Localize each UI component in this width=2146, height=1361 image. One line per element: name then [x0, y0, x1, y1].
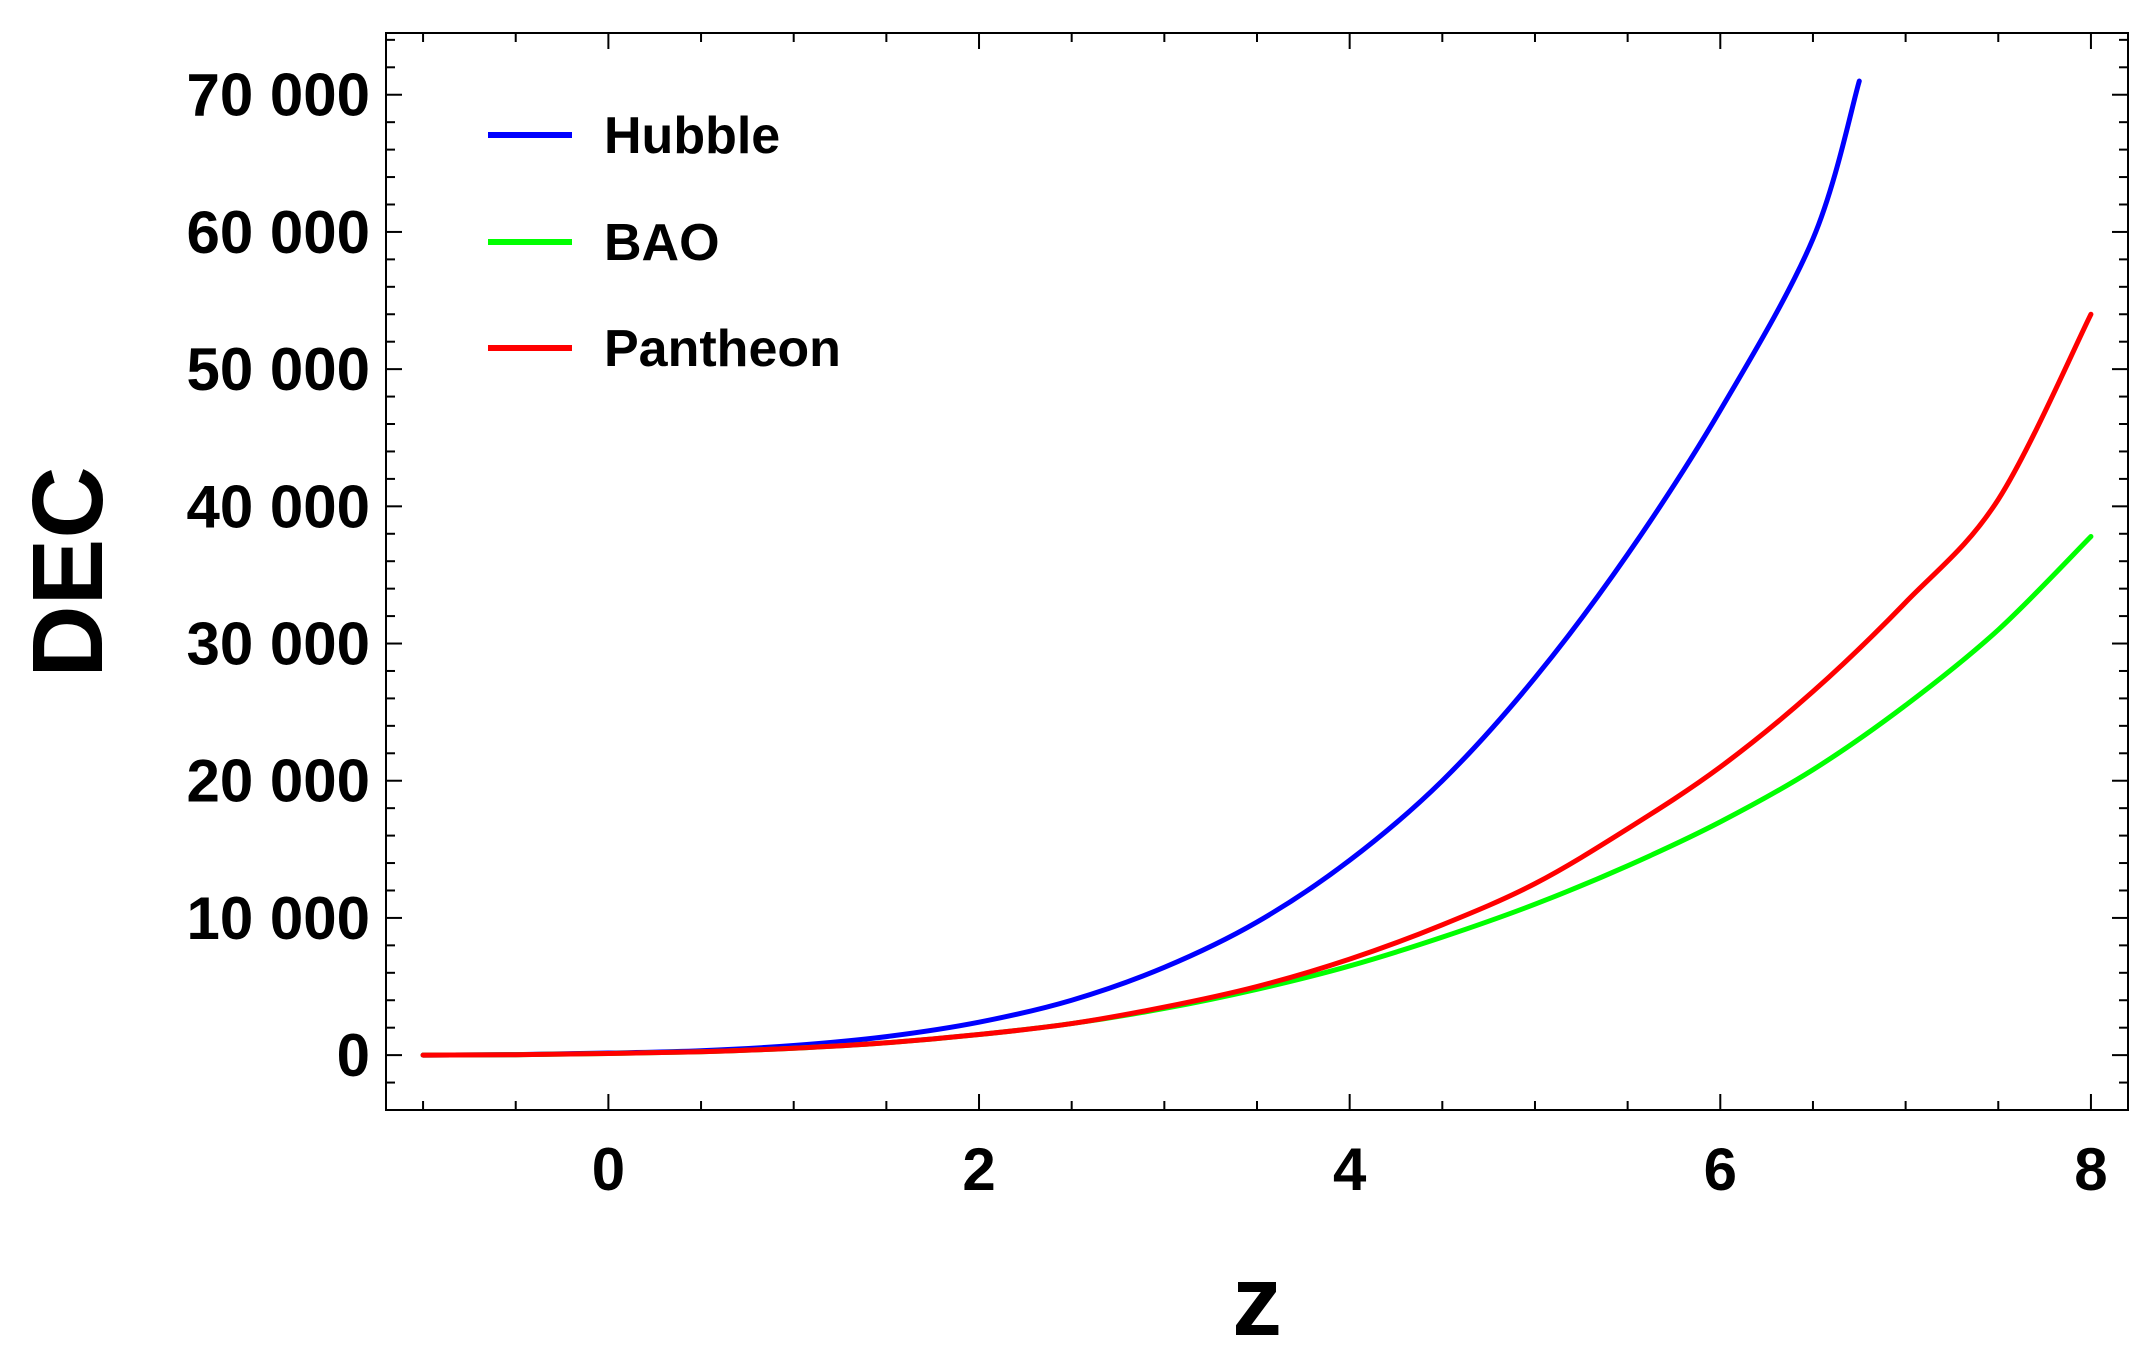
plot-frame [385, 32, 2129, 1111]
series-lines [420, 78, 2094, 1058]
x-tick-label: 6 [1704, 1136, 1737, 1203]
y-tick-label: 0 [337, 1022, 370, 1089]
legend: Hubble BAO Pantheon [488, 107, 841, 378]
x-tick-label: 2 [962, 1136, 995, 1203]
x-tick-label: 0 [592, 1136, 625, 1203]
legend-label-hubble: Hubble [604, 107, 780, 165]
y-tick-label: 30 000 [186, 611, 370, 678]
y-axis-title: DEC [12, 466, 124, 677]
y-ticks: 0 10 000 20 000 30 000 40 000 50 000 60 000 70 … [186, 38, 2128, 1089]
x-tick-label: 8 [2074, 1136, 2107, 1203]
series-line-bao [420, 534, 2094, 1058]
series-line-pantheon [420, 311, 2094, 1058]
x-ticks: 0 2 4 6 8 [422, 33, 2108, 1203]
y-tick-label: 20 000 [186, 748, 370, 815]
x-tick-label: 4 [1333, 1136, 1367, 1203]
legend-label-pantheon: Pantheon [604, 320, 841, 378]
y-tick-label: 70 000 [186, 62, 370, 129]
legend-label-bao: BAO [604, 214, 720, 272]
y-tick-label: 40 000 [186, 473, 370, 540]
y-tick-label: 60 000 [186, 199, 370, 266]
y-tick-label: 10 000 [186, 885, 370, 952]
x-axis-title: z [1232, 1245, 1282, 1357]
y-tick-label: 50 000 [186, 336, 370, 403]
